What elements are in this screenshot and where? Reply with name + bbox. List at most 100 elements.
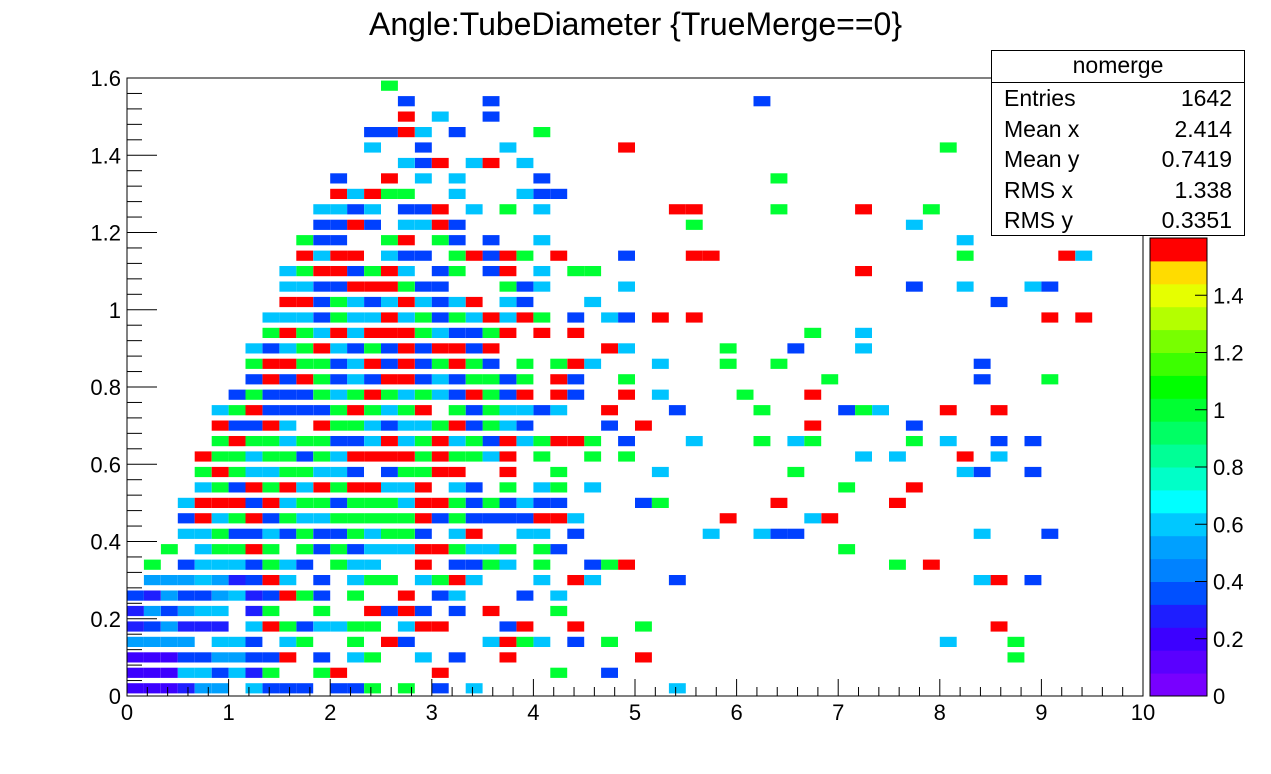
histogram-cell (431, 497, 449, 508)
x-tick-label: 0 (121, 700, 133, 725)
histogram-cell (262, 389, 280, 400)
histogram-cell (601, 420, 618, 431)
histogram-cell (245, 374, 263, 385)
histogram-cell (787, 343, 805, 354)
histogram-cell (482, 266, 500, 277)
histogram-cell (177, 559, 195, 570)
histogram-cell (516, 420, 534, 431)
histogram-cell (381, 605, 398, 617)
histogram-cell (347, 528, 364, 539)
histogram-cell (482, 157, 500, 169)
histogram-cell (279, 389, 297, 400)
histogram-cell (262, 358, 280, 369)
histogram-cell (296, 621, 314, 632)
histogram-cell (296, 343, 314, 354)
histogram-cell (905, 482, 923, 493)
histogram-cell (245, 420, 263, 431)
histogram-cell (381, 327, 398, 338)
histogram-cell (330, 204, 348, 215)
histogram-cell (889, 451, 906, 462)
histogram-cell (364, 482, 381, 493)
histogram-cell (431, 266, 449, 277)
y-tick-label: 1.4 (90, 143, 121, 168)
histogram-cell (279, 358, 297, 369)
histogram-cell (499, 497, 517, 508)
histogram-cell (160, 667, 178, 678)
histogram-cell (330, 281, 348, 292)
histogram-cell (516, 636, 534, 647)
x-tick-label: 8 (934, 700, 946, 725)
histogram-cell (228, 389, 246, 400)
histogram-cell (550, 466, 568, 478)
histogram-cell (381, 544, 398, 555)
histogram-cell (787, 466, 805, 478)
palette-step (1150, 352, 1207, 376)
histogram-cell (939, 142, 957, 153)
histogram-cell (347, 296, 364, 308)
histogram-cell (160, 575, 178, 586)
histogram-cell (397, 266, 415, 277)
histogram-cell (533, 528, 551, 539)
stats-value: 0.3351 (1161, 207, 1232, 233)
histogram-cell (567, 621, 585, 632)
histogram-cell (194, 544, 212, 555)
histogram-cell (245, 389, 263, 400)
histogram-cell (381, 466, 398, 478)
histogram-cell (262, 451, 280, 462)
histogram-cell (448, 250, 466, 261)
histogram-cell (313, 405, 331, 416)
histogram-cell (431, 420, 449, 431)
histogram-cell (381, 188, 398, 199)
histogram-cell (753, 96, 771, 107)
histogram-cell (381, 497, 398, 508)
histogram-cell (499, 374, 517, 385)
histogram-cell (685, 312, 703, 323)
histogram-cell (211, 667, 229, 678)
histogram-cell (533, 312, 551, 323)
stats-value: 2.414 (1174, 115, 1232, 142)
histogram-cell (397, 127, 415, 138)
histogram-cell (1075, 250, 1093, 261)
histogram-cell (330, 683, 348, 694)
histogram-cell (618, 312, 635, 323)
histogram-cell (448, 590, 466, 601)
histogram-cell (448, 605, 466, 617)
histogram-cell (330, 466, 348, 478)
histogram-cell (414, 250, 432, 261)
histogram-cell (245, 343, 263, 354)
histogram-cell (262, 327, 280, 338)
histogram-cell (364, 559, 381, 570)
histogram-cell (347, 266, 364, 277)
histogram-cell (770, 528, 788, 539)
histogram-cell (567, 374, 585, 385)
histogram-cell (499, 451, 517, 462)
histogram-cell (364, 497, 381, 508)
histogram-cell (397, 605, 415, 617)
histogram-cell (448, 219, 466, 230)
histogram-cell (245, 451, 263, 462)
histogram-cell (160, 590, 178, 601)
histogram-cell (651, 312, 669, 323)
histogram-cell (1024, 575, 1042, 586)
histogram-cell (448, 528, 466, 539)
histogram-cell (397, 374, 415, 385)
histogram-cell (397, 96, 415, 107)
histogram-cell (939, 636, 957, 647)
histogram-cell (347, 374, 364, 385)
histogram-cell (177, 605, 195, 617)
histogram-cell (414, 513, 432, 524)
histogram-cell (482, 312, 500, 323)
histogram-cell (364, 420, 381, 431)
histogram-cell (414, 127, 432, 138)
tick-labels: 0 1 2 3 4 5 6 7 8 9 10 0 0.2 0.4 0.6 0.8 1 1.2 1.4 1.6 (90, 66, 1155, 725)
histogram-cell (330, 528, 348, 539)
histogram-cell (296, 451, 314, 462)
histogram-cell (381, 420, 398, 431)
histogram-cell (448, 513, 466, 524)
palette-step (1150, 260, 1207, 285)
histogram-cell (194, 621, 212, 632)
histogram-cell (499, 250, 517, 261)
histogram-cell (279, 266, 297, 277)
histogram-cell (347, 544, 364, 555)
histogram-cell (211, 683, 229, 694)
